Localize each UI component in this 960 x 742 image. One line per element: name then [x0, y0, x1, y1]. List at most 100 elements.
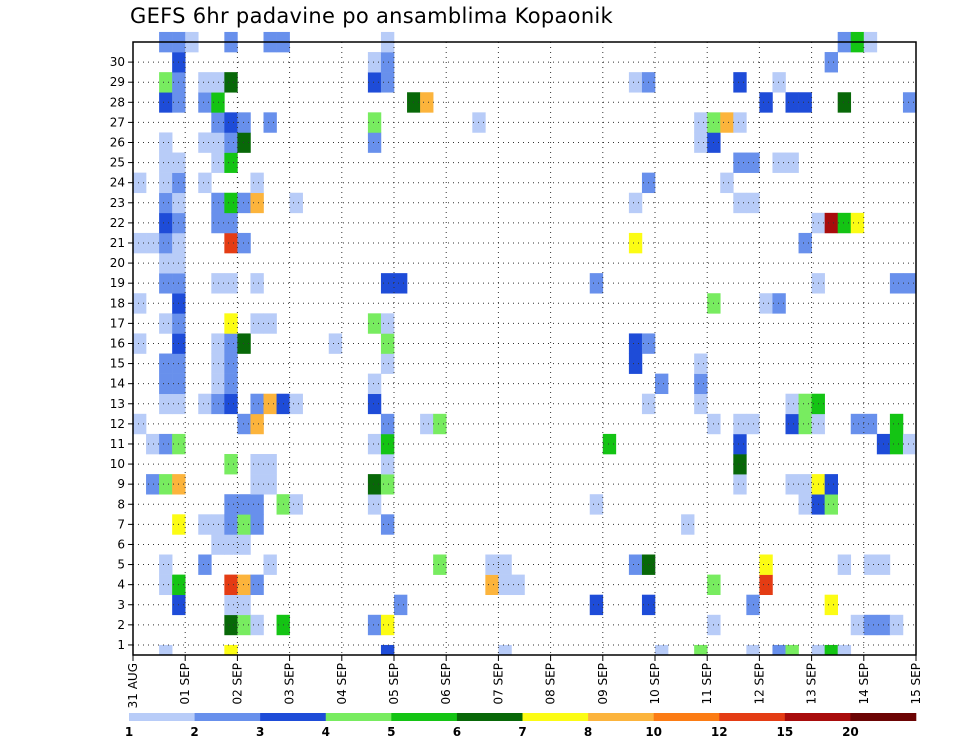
heatmap-cell	[589, 594, 604, 616]
heatmap-cell	[133, 293, 147, 314]
heatmap-cell	[694, 393, 708, 415]
colorbar-label: 1	[125, 725, 133, 739]
y-tick-label: 24	[110, 176, 125, 190]
heatmap-cell	[198, 393, 212, 415]
heatmap-cell	[824, 474, 838, 495]
heatmap-cell	[224, 454, 238, 475]
heatmap-cell	[824, 212, 838, 234]
heatmap-cell	[798, 474, 812, 495]
heatmap-cell	[785, 152, 799, 173]
colorbar-swatch	[129, 713, 195, 721]
heatmap-cell	[211, 72, 225, 93]
heatmap-cell	[211, 132, 225, 153]
heatmap-cell	[263, 112, 277, 133]
colorbar-swatch	[588, 713, 654, 721]
heatmap-cell	[237, 232, 251, 254]
heatmap-cell	[367, 433, 382, 455]
heatmap-cell	[746, 644, 760, 656]
heatmap-cell	[628, 554, 643, 575]
colorbar-label: 6	[453, 725, 461, 739]
heatmap-cell	[250, 494, 264, 515]
y-tick-label: 4	[117, 578, 125, 592]
chart-title: GEFS 6hr padavine po ansamblima Kopaonik	[130, 4, 614, 28]
heatmap-cell	[498, 644, 512, 656]
heatmap-cell	[211, 534, 225, 555]
heatmap-cell	[250, 614, 264, 636]
heatmap-cell	[289, 393, 303, 415]
heatmap-cell	[785, 413, 799, 435]
heatmap-cell	[211, 192, 225, 214]
heatmap-cell	[485, 574, 499, 596]
heatmap-cell	[367, 373, 382, 395]
heatmap-cell	[159, 92, 173, 113]
x-tick-label: 05 SEP	[387, 663, 401, 705]
heatmap-cell	[250, 273, 264, 294]
heatmap-cell	[367, 474, 382, 495]
x-tick-label: 04 SEP	[335, 663, 349, 705]
heatmap-cell	[211, 373, 225, 395]
heatmap-cell	[902, 433, 917, 455]
heatmap-cell	[224, 152, 238, 173]
heatmap-cell	[733, 192, 747, 214]
heatmap-cell	[380, 273, 395, 294]
colorbar-label: 7	[518, 725, 526, 739]
heatmap-cell	[263, 393, 277, 415]
heatmap-cell	[224, 112, 238, 133]
heatmap-cell	[211, 92, 225, 113]
heatmap-cell	[889, 273, 904, 294]
heatmap-cell	[759, 92, 773, 113]
heatmap-cell	[733, 72, 747, 93]
heatmap-cell	[380, 353, 395, 374]
heatmap-cell	[733, 433, 747, 455]
heatmap-cell	[433, 554, 447, 575]
heatmap-cell	[772, 644, 786, 656]
heatmap-cell	[811, 644, 825, 656]
heatmap-cell	[250, 393, 264, 415]
heatmap-cell	[159, 393, 173, 415]
heatmap-cell	[211, 353, 225, 374]
colorbar-label: 12	[711, 725, 728, 739]
heatmap-cell	[198, 172, 212, 194]
heatmap-cell	[367, 112, 382, 133]
heatmap-cell	[380, 474, 395, 495]
heatmap-cell	[367, 494, 382, 515]
heatmap-cell	[224, 614, 238, 636]
heatmap-cell	[733, 454, 747, 475]
heatmap-cell	[159, 132, 173, 153]
heatmap-cell	[863, 554, 878, 575]
heatmap-cell	[655, 644, 669, 656]
colorbar-label: 3	[256, 725, 264, 739]
heatmap-cell	[237, 534, 251, 555]
heatmap-cell	[146, 433, 160, 455]
heatmap-cell	[224, 574, 238, 596]
heatmap-cell	[367, 614, 382, 636]
heatmap-cell	[380, 454, 395, 475]
heatmap-cell	[694, 353, 708, 374]
x-tick-label: 12 SEP	[752, 663, 766, 705]
heatmap-cell	[250, 413, 264, 435]
heatmap-cell	[380, 333, 395, 354]
x-tick-label: 03 SEP	[283, 663, 297, 705]
heatmap-cell	[211, 514, 225, 535]
heatmap-cell	[902, 92, 917, 113]
heatmap-cell	[146, 232, 160, 254]
heatmap-cell	[237, 112, 251, 133]
x-tick-label: 31 AUG	[126, 663, 140, 708]
heatmap-cell	[433, 413, 447, 435]
y-tick-label: 29	[110, 75, 125, 89]
heatmap-cell	[133, 232, 147, 254]
heatmap-cell	[889, 614, 904, 636]
heatmap-cell	[850, 212, 865, 234]
heatmap-cell	[211, 112, 225, 133]
x-tick-label: 02 SEP	[230, 663, 244, 705]
heatmap-cell	[250, 474, 264, 495]
heatmap-cell	[159, 72, 173, 93]
heatmap-cell	[237, 132, 251, 153]
heatmap-cell	[498, 554, 512, 575]
y-tick-label: 7	[117, 517, 125, 531]
heatmap-cell	[198, 92, 212, 113]
y-tick-label: 16	[110, 336, 125, 350]
y-tick-label: 9	[117, 477, 125, 491]
heatmap-cell	[380, 614, 395, 636]
plot-frame	[132, 41, 917, 656]
